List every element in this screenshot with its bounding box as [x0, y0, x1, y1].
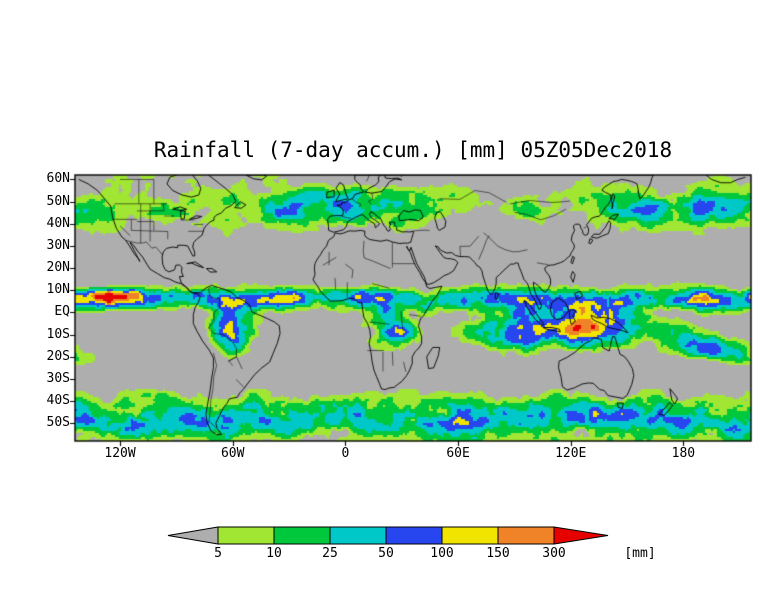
lat-label: 20N: [46, 260, 70, 276]
lat-label: 50N: [46, 193, 70, 209]
lat-label: 50S: [46, 415, 70, 431]
legend-band: [441, 526, 499, 545]
lat-label: 20S: [46, 348, 70, 364]
lat-label: 10S: [46, 326, 70, 342]
legend-band: [217, 526, 275, 545]
lat-label: 40N: [46, 215, 70, 231]
legend-tick-label: 50: [378, 546, 394, 561]
legend-band: [273, 526, 331, 545]
lon-label: 120W: [104, 446, 136, 461]
lat-label: 30N: [46, 237, 70, 253]
lon-label: 120E: [555, 446, 587, 461]
rainfall-map-canvas: [63, 170, 763, 453]
lon-label: 0: [341, 446, 350, 461]
lat-label: 10N: [46, 282, 70, 298]
lon-label: 180: [671, 446, 696, 461]
legend-tick-label: 5: [214, 546, 222, 561]
legend-band: [385, 526, 443, 545]
legend-tick-label: 10: [266, 546, 282, 561]
legend-tick-label: 150: [486, 546, 510, 561]
lat-label: EQ: [54, 304, 70, 320]
lat-label: 60N: [46, 171, 70, 187]
colorbar-legend: [167, 526, 609, 545]
legend-tick-label: 300: [542, 546, 566, 561]
legend-band: [497, 526, 555, 545]
legend-tick-label: 25: [322, 546, 338, 561]
legend-band: [329, 526, 387, 545]
legend-tick-label: 100: [430, 546, 454, 561]
legend-underflow-arrow: [167, 526, 219, 545]
lat-label: 30S: [46, 370, 70, 386]
lon-label: 60E: [446, 446, 470, 461]
plot-title: Rainfall (7-day accum.) [mm] 05Z05Dec201…: [153, 138, 673, 162]
lat-label: 40S: [46, 393, 70, 409]
legend-unit-label: [mm]: [624, 546, 656, 561]
legend-overflow-arrow: [553, 526, 609, 545]
lon-label: 60W: [220, 446, 245, 461]
